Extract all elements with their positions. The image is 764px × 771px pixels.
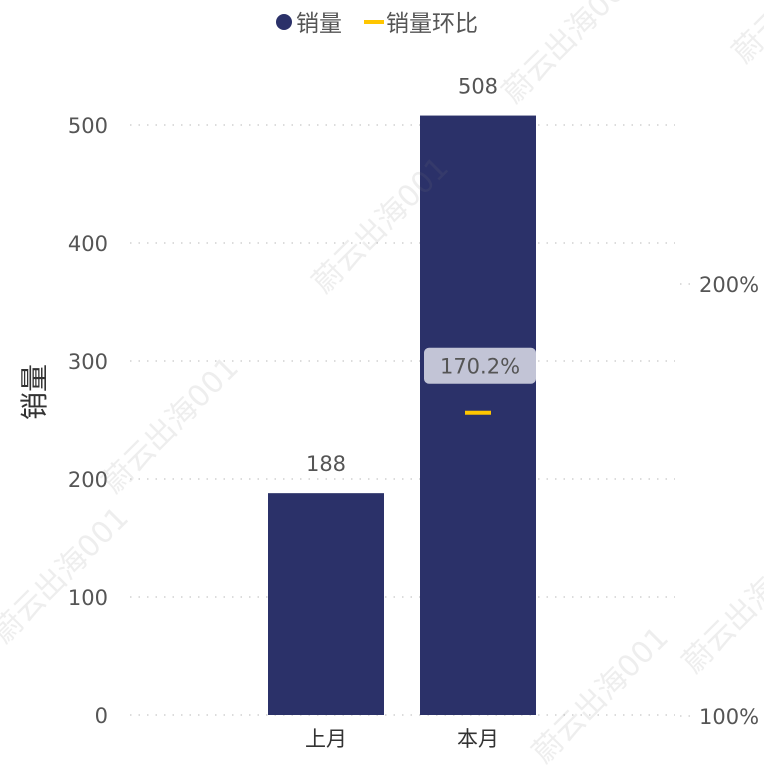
y-tick-label: 500 bbox=[68, 114, 108, 138]
y-tick-label: 400 bbox=[68, 232, 108, 256]
grid-lines bbox=[130, 124, 696, 717]
x-tick-label: 本月 bbox=[457, 727, 499, 751]
x-tick-label: 上月 bbox=[305, 727, 347, 751]
data-labels: 188 508 170.2% bbox=[306, 75, 536, 476]
bar bbox=[420, 115, 536, 715]
legend-marker-sales-mom bbox=[364, 20, 384, 24]
y-axis-title: 销量 bbox=[18, 364, 51, 420]
y-tick-label: 200 bbox=[68, 468, 108, 492]
legend-marker-sales bbox=[276, 14, 292, 30]
y2-tick-label: 200% bbox=[699, 273, 759, 297]
bars bbox=[268, 115, 536, 715]
line-data-label-box bbox=[424, 347, 536, 384]
bar-data-label: 508 bbox=[458, 75, 498, 99]
chart-svg: 188 508 170.2% 0 100 200 300 400 500 100% 200% 上月 本… bbox=[18, 11, 759, 751]
legend-label-sales-mom: 销量环比 bbox=[386, 11, 478, 37]
bar bbox=[268, 493, 384, 715]
legend: 销量 销量环比 bbox=[276, 11, 478, 37]
y2-tick-label: 100% bbox=[699, 705, 759, 729]
y-tick-label: 0 bbox=[95, 704, 108, 728]
y-tick-label: 300 bbox=[68, 350, 108, 374]
bar-data-label: 188 bbox=[306, 452, 346, 476]
legend-label-sales: 销量 bbox=[296, 11, 342, 37]
line-data-label: 170.2% bbox=[440, 355, 520, 379]
axis-tick-labels: 0 100 200 300 400 500 100% 200% 上月 本月 bbox=[68, 114, 759, 751]
y-tick-label: 100 bbox=[68, 586, 108, 610]
line-point bbox=[465, 410, 491, 415]
